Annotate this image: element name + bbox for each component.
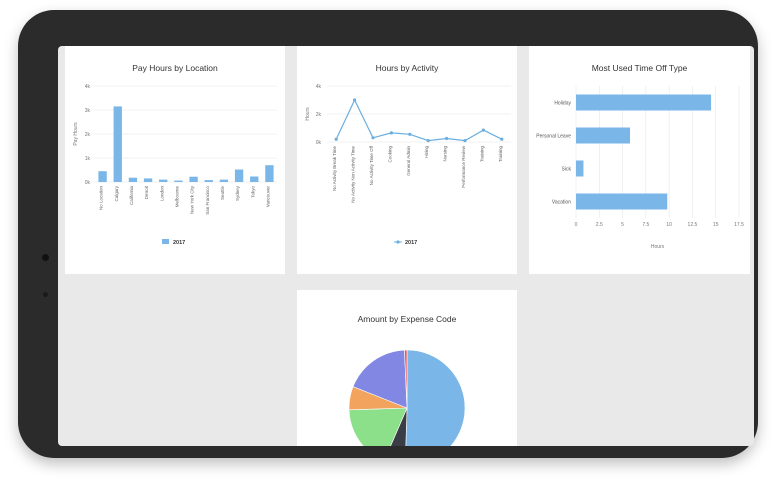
x-tick-label: Training [498,146,503,163]
data-point [408,132,412,136]
x-tick-label: California [129,186,134,206]
x-tick-label: No Activity Break Time [332,146,337,192]
x-tick-label: Hiring [424,146,429,158]
y-tick-label: 3k [85,108,91,114]
tablet-frame: Pay Hours by Location 0k 1k 2k 3k 4k Pay Hour… [18,10,758,458]
y-tick-label: Sick [562,167,572,173]
legend-swatch [162,239,169,244]
x-tick-label: No Activity Non Activity Time [351,146,356,203]
data-point [445,136,449,141]
pay-hours-bar-chart: 0k 1k 2k 3k 4k Pay Hours No Location Calgary Cal… [73,84,277,246]
x-tick-label: Nursing [443,146,448,162]
bar [113,106,122,182]
x-tick-label: Calgary [114,185,119,201]
bar [576,127,631,144]
data-point [426,139,430,143]
legend-label: 2017 [405,240,417,246]
x-tick-label: Vancouver [265,186,270,208]
hours-activity-line-chart: 0k 2k 4k Hours No Activity Break Time No Acti… [305,84,511,246]
card-amount-by-expense-code[interactable]: Amount by Expense Code [297,290,517,446]
bar [98,171,107,182]
bar [234,169,244,182]
card-title: Pay Hours by Location [132,63,218,73]
bar [128,177,138,182]
x-axis-label: Hours [651,244,665,250]
y-tick-label: 0k [85,180,91,186]
pie-slice [348,407,408,446]
y-tick-label: Vacation [552,200,571,206]
y-tick-label: 0k [316,140,322,146]
data-point [334,137,338,141]
data-point [371,136,375,140]
data-point [481,128,485,132]
pie-slice [352,349,408,409]
data-point [389,131,393,135]
data-point [463,139,467,143]
bar [265,165,274,182]
bar [189,176,198,182]
y-axis-label: Hours [305,107,311,121]
x-tick-label: 12.5 [688,222,698,228]
y-tick-label: 4k [316,84,322,90]
x-tick-label: 17.5 [734,222,744,228]
x-tick-label: 2.5 [596,222,603,228]
dashboard-screen: Pay Hours by Location 0k 1k 2k 3k 4k Pay Hour… [58,46,754,446]
x-tick-label: 7.5 [642,222,649,228]
series-line [335,98,503,142]
y-tick-label: 1k [85,156,91,162]
x-tick-label: Cooking [387,146,392,163]
x-tick-label: Detroit [144,185,149,199]
y-tick-label: 2k [85,132,91,138]
card-title: Amount by Expense Code [357,314,457,324]
pie-slice [405,349,466,446]
data-point [353,98,357,102]
camera-icon [42,254,49,261]
x-tick-label: Melbourne [174,186,179,208]
x-tick-label: Performance Review [461,145,466,188]
x-tick-label: 5 [621,222,624,228]
y-tick-label: 2k [316,112,322,118]
x-tick-label: Sydney [235,185,240,201]
x-tick-label: San Francisco [205,186,210,215]
sensor-dot [43,292,48,297]
legend-label: 2017 [173,240,185,246]
bar [159,179,168,182]
x-tick-label: No Location [99,186,104,211]
x-tick-label: Training [479,146,484,163]
card-hours-by-activity[interactable]: Hours by Activity 0k 2k 4k Hours No Activity… [297,46,517,274]
bar [204,180,213,182]
x-tick-label: 15 [713,222,719,228]
y-axis-label: Pay Hours [73,122,79,146]
x-tick-label: Tokyo [250,186,255,198]
y-tick-label: Personal Leave [536,134,571,140]
card-most-used-time-off[interactable]: Most Used Time Off Type 0 2.5 5 7.5 10 12.5 15… [529,46,750,274]
time-off-horizontal-bar-chart: 0 2.5 5 7.5 10 12.5 15 17.5 Hours Holiday Personal… [536,86,744,250]
expense-pie-chart [348,349,466,446]
bar [219,179,229,182]
x-tick-label: 0 [575,222,578,228]
data-point [500,137,504,141]
bar [576,94,712,111]
bar [250,176,259,182]
bar [576,193,668,210]
card-title: Most Used Time Off Type [591,63,688,73]
x-tick-label: No Activity Time Off [369,145,374,185]
pie-slice [404,349,408,409]
bar [174,180,183,182]
legend-marker [396,240,400,244]
x-tick-label: New York City [190,185,195,214]
y-tick-label: Holiday [554,101,571,107]
x-tick-label: Seattle [220,186,225,201]
x-tick-label: General Admin [406,146,411,176]
card-pay-hours-by-location[interactable]: Pay Hours by Location 0k 1k 2k 3k 4k Pay Hour… [65,46,285,274]
bar [143,178,153,182]
x-tick-label: London [159,186,164,202]
x-tick-label: 10 [666,222,672,228]
card-title: Hours by Activity [375,63,439,73]
bar [576,160,584,177]
y-tick-label: 4k [85,84,91,90]
